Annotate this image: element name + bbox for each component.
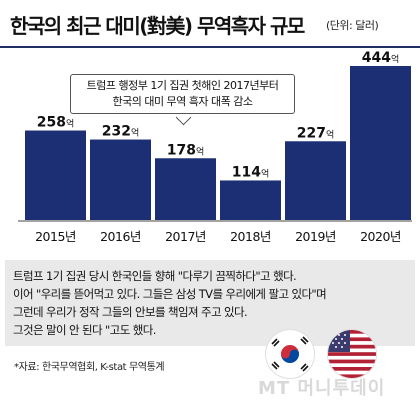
x-tick-label-2: 2016년	[100, 229, 141, 244]
unit-note: (단위: 달러)	[326, 19, 379, 32]
data-label-5: 227억	[297, 125, 335, 141]
callout-box: 트럼프 행정부 1기 집권 첫해인 2017년부터 한국의 대미 무역 흑자 대…	[70, 74, 295, 114]
x-tick-label-4: 2018년	[230, 229, 271, 244]
data-label-4: 114억	[232, 164, 270, 180]
quote-line-4: 그것은 말이 안 된다 "고도 했다.	[13, 323, 156, 337]
data-label-2: 232억	[102, 124, 140, 140]
bar-2	[90, 139, 151, 220]
data-label-6: 444억	[362, 50, 400, 66]
x-tick-label-1: 2015년	[35, 229, 76, 244]
bar-1	[25, 130, 86, 220]
callout-line-1: 트럼프 행정부 1기 집권 첫해인 2017년부터	[86, 79, 279, 92]
data-label-1: 258억	[37, 115, 75, 131]
bar-3	[155, 158, 216, 220]
data-label-3: 178억	[167, 142, 205, 158]
x-tick-label-6: 2020년	[360, 229, 401, 244]
bar-6	[350, 66, 411, 220]
bar-4	[220, 180, 281, 220]
usa-flag-icon	[328, 330, 376, 378]
south-korea-flag-icon	[266, 330, 314, 378]
quote-line-3: 그런데 우리가 정작 그들의 안보를 책임져 주고 있다.	[13, 305, 248, 319]
x-tick-label-3: 2017년	[165, 229, 206, 244]
callout-line-2: 한국의 대미 무역 흑자 대폭 감소	[112, 95, 253, 108]
bar-5	[285, 141, 346, 220]
chart-title: 한국의 최근 대미(對美) 무역흑자 규모	[10, 14, 305, 38]
bar-chart: 258억 2015년 232억 2016년 178억 2017년 114억 2018년 227억…	[18, 50, 412, 244]
title-rule	[0, 46, 420, 48]
source-note: *자료: 한국무역협회, K-stat 무역통계	[14, 362, 165, 373]
quote-box: 트럼프 1기 집권 당시 한국인들 향해 "다루기 끔찍하다"고 했다. 이어 …	[5, 260, 415, 346]
quote-line-2: 이어 "우리를 뜯어먹고 있다. 그들은 삼성 TV를 우리에게 팔고 있다"며	[13, 287, 327, 301]
x-tick-label-5: 2019년	[295, 229, 336, 244]
watermark-logo: MT 머니투데이	[258, 378, 386, 399]
quote-line-1: 트럼프 1기 집권 당시 한국인들 향해 "다루기 끔찍하다"고 했다.	[13, 269, 297, 283]
